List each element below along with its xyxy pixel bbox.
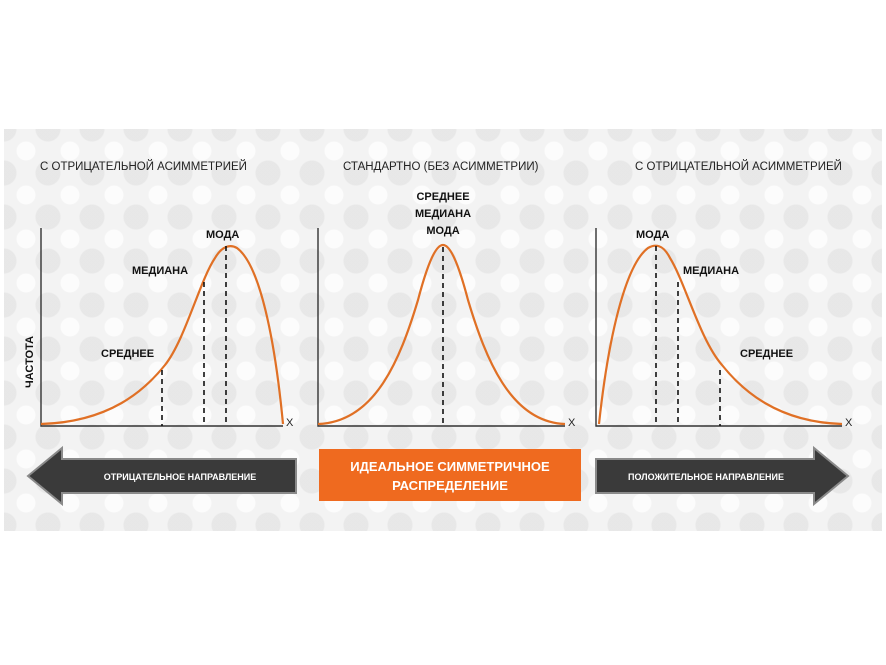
right-arrow-icon [595,445,850,507]
center-box-bg [319,449,581,501]
panel-positive-skew: С ОТРИЦАТЕЛЬНОЙ АСИММЕТРИЕЙ Х МОДА МЕДИА… [595,160,853,429]
panel-1-mode-label: МОДА [206,229,239,241]
panel-symmetric: СТАНДАРТНО (БЕЗ АСИММЕТРИИ) Х СРЕДНЕЕ МЕ… [317,161,576,429]
panel-2-mode-label: МОДА [426,225,459,237]
panel-1-mean-label: СРЕДНЕЕ [101,348,154,360]
negative-direction-arrow: ОТРИЦАТЕЛЬНОЕ НАПРАВЛЕНИЕ [26,445,297,507]
left-arrow-label: ОТРИЦАТЕЛЬНОЕ НАПРАВЛЕНИЕ [104,472,257,482]
panel-3-median-label: МЕДИАНА [683,265,739,277]
panel-2-mean-label: СРЕДНЕЕ [416,191,469,203]
panel-3-x-label: Х [845,417,853,429]
panel-1-curve [40,245,285,426]
panel-1-axes [40,228,283,427]
panel-3-mean-label: СРЕДНЕЕ [740,348,793,360]
left-arrow-icon [26,445,297,507]
ideal-symmetric-box: ИДЕАЛЬНОЕ СИММЕТРИЧНОЕ РАСПРЕДЕЛЕНИЕ [319,449,581,501]
panel-3-curve [597,244,843,426]
center-box-line-1: ИДЕАЛЬНОЕ СИММЕТРИЧНОЕ [350,459,550,474]
panel-2-axes [317,228,565,427]
center-box-line-2: РАСПРЕДЕЛЕНИЕ [392,478,508,493]
panel-1-title: С ОТРИЦАТЕЛЬНОЙ АСИММЕТРИЕЙ [40,160,247,173]
panel-2-title: СТАНДАРТНО (БЕЗ АСИММЕТРИИ) [343,161,539,173]
panel-3-title: С ОТРИЦАТЕЛЬНОЙ АСИММЕТРИЕЙ [635,160,842,173]
panel-1-median-label: МЕДИАНА [132,265,188,277]
y-axis-label: ЧАСТОТА [24,336,36,388]
panel-1-x-label: Х [286,417,294,429]
panel-negative-skew: С ОТРИЦАТЕЛЬНОЙ АСИММЕТРИЕЙ ЧАСТОТА Х СР… [24,160,294,429]
panel-3-axes [595,228,842,427]
positive-direction-arrow: ПОЛОЖИТЕЛЬНОЕ НАПРАВЛЕНИЕ [595,445,850,507]
panel-2-curve [317,243,566,426]
panel-3-mode-label: МОДА [636,229,669,241]
right-arrow-label: ПОЛОЖИТЕЛЬНОЕ НАПРАВЛЕНИЕ [628,472,784,482]
panel-2-x-label: Х [568,417,576,429]
panel-2-median-label: МЕДИАНА [415,208,471,220]
